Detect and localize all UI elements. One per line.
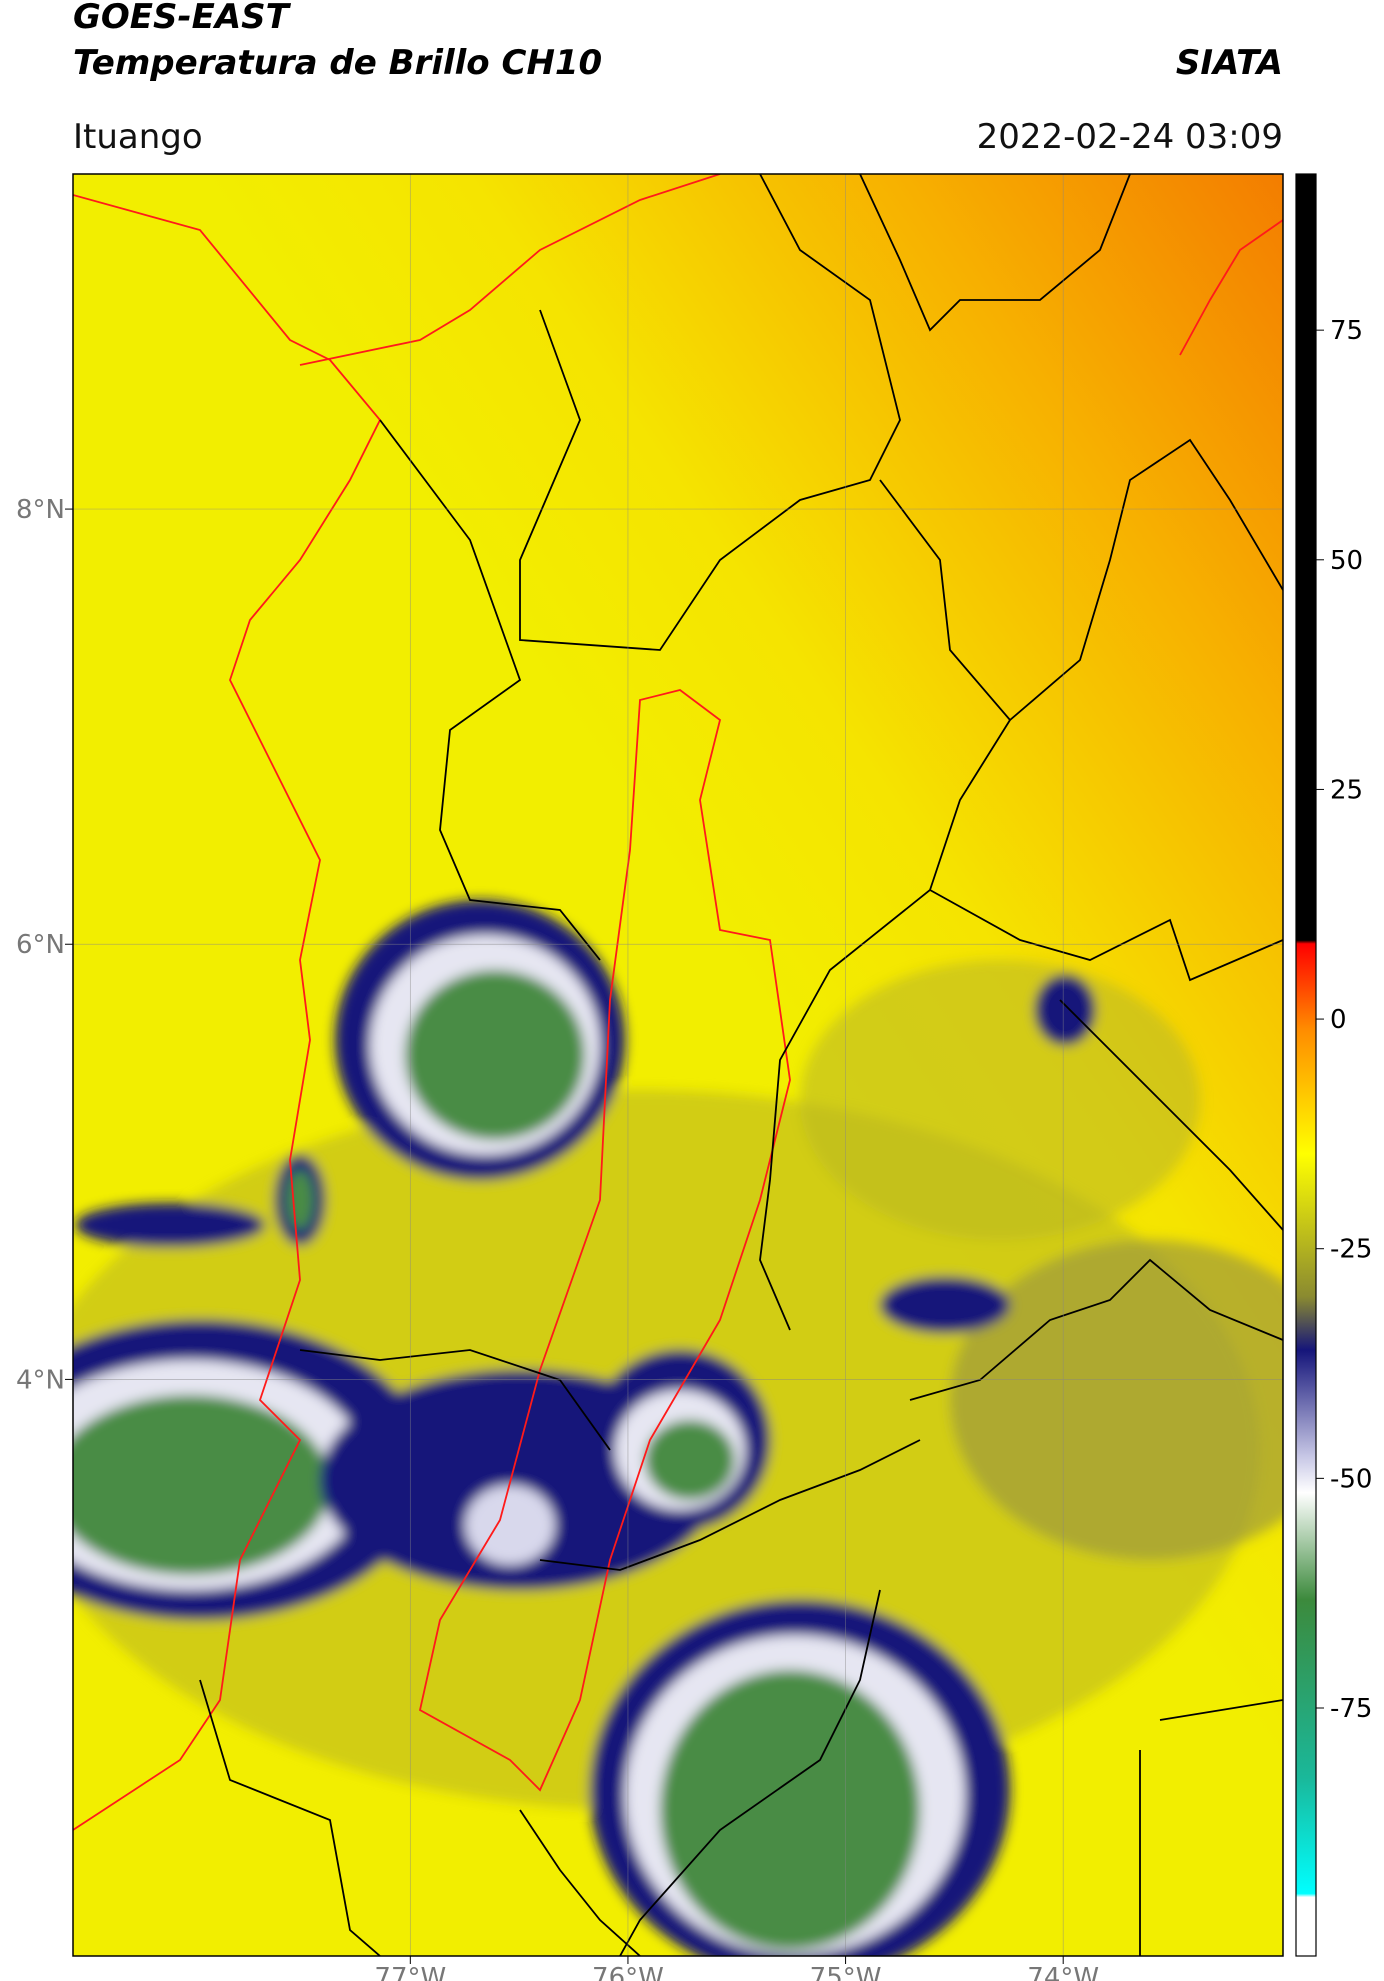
colorbar-tick-label: 75: [1330, 316, 1363, 346]
colorbar-tick-label: -75: [1330, 1694, 1372, 1724]
credit: SIATA: [1176, 43, 1283, 83]
grid: [73, 174, 1283, 1956]
timestamp: 2022-02-24 03:09: [977, 117, 1283, 157]
y-tick-label: 4°N: [16, 1365, 65, 1395]
x-tick-label: 75°W: [810, 1963, 882, 1981]
subtitle: Temperatura de Brillo CH10: [73, 43, 602, 83]
y-tick-label: 6°N: [16, 930, 65, 960]
colorbar: [1295, 173, 1317, 1957]
colorbar-tick-label: 25: [1330, 775, 1363, 805]
colorbar-tick-label: 0: [1330, 1005, 1347, 1035]
title: GOES-EAST: [73, 0, 292, 37]
y-tick-label: 8°N: [16, 495, 65, 525]
colorbar-tick-label: 50: [1330, 546, 1363, 576]
x-tick-label: 74°W: [1027, 1963, 1099, 1981]
colorbar-tick-label: -25: [1330, 1235, 1372, 1265]
map-field: [73, 174, 1283, 1956]
location: Ituango: [73, 117, 203, 157]
x-tick-label: 77°W: [374, 1963, 446, 1981]
map-frame: [72, 173, 1284, 1957]
x-tick-label: 76°W: [592, 1963, 664, 1981]
colorbar-tick-label: -50: [1330, 1464, 1372, 1494]
